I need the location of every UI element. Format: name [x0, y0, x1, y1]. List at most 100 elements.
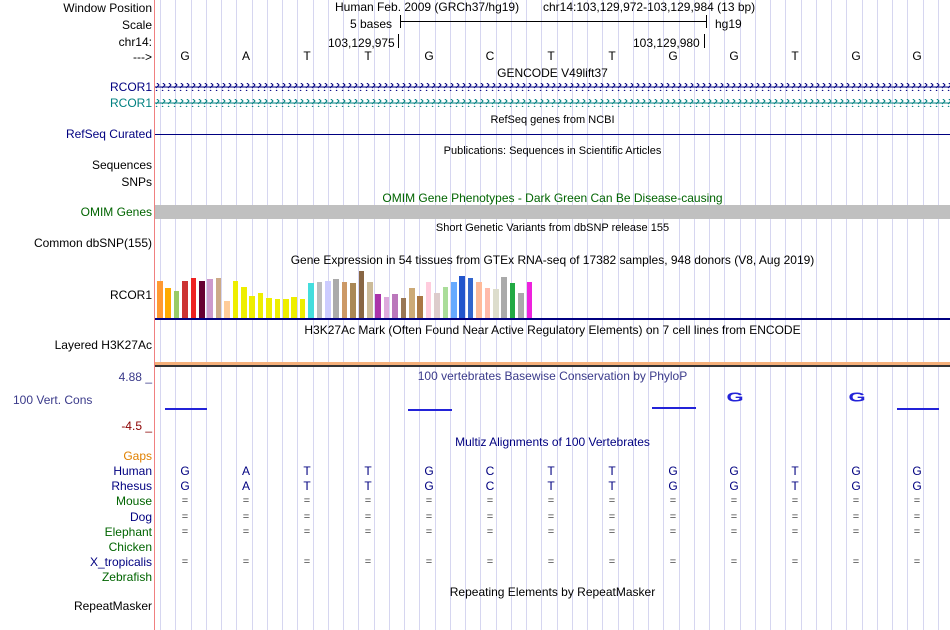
gtex-tissue-bar[interactable]	[266, 298, 272, 318]
gtex-tissue-bar[interactable]	[207, 279, 213, 318]
omim-feature-bar[interactable]	[155, 205, 950, 219]
gtex-tissue-bar[interactable]	[215, 278, 222, 318]
gtex-tissue-bar[interactable]	[299, 299, 306, 318]
gtex-tissue-bar[interactable]	[493, 289, 499, 318]
gtex-tissue-bar[interactable]	[224, 300, 230, 318]
gtex-tissue-bar[interactable]	[165, 288, 171, 318]
multiz-base: T	[364, 464, 372, 478]
gtex-tissue-bar[interactable]	[417, 295, 423, 318]
phylop-signal[interactable]	[155, 395, 950, 415]
multiz-base: =	[730, 510, 738, 523]
omim-label[interactable]: OMIM Genes	[80, 205, 152, 219]
grid-line	[907, 0, 909, 630]
gtex-tissue-bar[interactable]	[501, 277, 507, 318]
multiz-base: =	[303, 510, 311, 523]
multiz-species-label[interactable]: X_tropicalis	[89, 555, 152, 570]
gtex-expression-chart[interactable]	[155, 268, 535, 318]
h3k-label[interactable]: Layered H3K27Ac	[54, 338, 152, 352]
scale-label: Scale	[121, 18, 152, 32]
refseq-label[interactable]: RefSeq Curated	[65, 127, 152, 141]
gtex-tissue-bar[interactable]	[283, 299, 289, 318]
gtex-tissue-bar[interactable]	[451, 282, 457, 318]
gtex-tissue-bar[interactable]	[509, 283, 516, 318]
gtex-tissue-bar[interactable]	[526, 282, 533, 318]
multiz-species-label[interactable]: Elephant	[104, 524, 152, 539]
multiz-species-label[interactable]: Dog	[129, 509, 152, 524]
h3k-track-title: H3K27Ac Mark (Often Found Near Active Re…	[304, 323, 801, 337]
refseq-gene-line[interactable]	[155, 134, 950, 135]
gtex-tissue-bar[interactable]	[190, 278, 197, 318]
multiz-base: =	[730, 525, 738, 538]
multiz-base: G	[729, 464, 739, 478]
multiz-species-label[interactable]: Mouse	[115, 494, 152, 509]
gtex-tissue-bar[interactable]	[316, 282, 323, 318]
pubs-track-title: Publications: Sequences in Scientific Ar…	[443, 145, 662, 157]
gtex-tissue-bar[interactable]	[442, 287, 449, 318]
gtex-tissue-bar[interactable]	[350, 283, 356, 318]
gtex-tissue-bar[interactable]	[358, 270, 365, 318]
gtex-tissue-bar[interactable]	[274, 299, 281, 318]
dbsnp-label[interactable]: Common dbSNP(155)	[33, 236, 152, 250]
multiz-base: =	[425, 495, 433, 508]
multiz-species-label[interactable]: Zebrafish	[101, 570, 152, 585]
multiz-species-label[interactable]: Human	[113, 464, 152, 478]
gaps-label[interactable]: Gaps	[123, 449, 152, 463]
gtex-tissue-bar[interactable]	[375, 294, 381, 318]
gtex-tissue-bar[interactable]	[476, 282, 482, 318]
gtex-tissue-bar[interactable]	[367, 282, 373, 318]
pubs-label[interactable]: Sequences	[91, 158, 152, 172]
multiz-base: =	[425, 510, 433, 523]
gtex-tissue-bar[interactable]	[333, 279, 339, 318]
grid-line	[709, 0, 710, 630]
grid-line	[785, 0, 787, 630]
gencode-gene-bars[interactable]	[155, 81, 950, 107]
gtex-tissue-bar[interactable]	[157, 280, 163, 318]
gtex-tissue-bar[interactable]	[392, 294, 398, 318]
gtex-tissue-bar[interactable]	[241, 287, 247, 318]
gtex-tissue-bar[interactable]	[325, 280, 331, 318]
gtex-tissue-bar[interactable]	[308, 283, 314, 318]
gtex-tissue-bar[interactable]	[249, 295, 255, 318]
gtex-tissue-bar[interactable]	[484, 288, 491, 318]
gencode-gene-label-2[interactable]: RCOR1	[109, 96, 152, 110]
multiz-base: G	[424, 479, 434, 494]
snps-label[interactable]: SNPs	[121, 175, 152, 189]
gtex-tissue-bar[interactable]	[383, 297, 390, 318]
h3k-signal[interactable]	[155, 362, 950, 365]
multiz-species-label[interactable]: Rhesus	[111, 479, 152, 494]
multiz-base: =	[425, 525, 433, 538]
gtex-track-title: Gene Expression in 54 tissues from GTEx …	[290, 253, 815, 267]
multiz-base: =	[547, 510, 555, 523]
multiz-species-label[interactable]: Chicken	[108, 540, 152, 554]
multiz-base: =	[181, 525, 189, 538]
phylop-label[interactable]: 100 Vert. Cons	[13, 393, 93, 407]
gtex-tissue-bar[interactable]	[409, 288, 415, 318]
coord-left: 103,129,975	[328, 36, 395, 50]
gencode-gene-label-1[interactable]: RCOR1	[109, 80, 152, 94]
multiz-base: =	[791, 556, 799, 569]
gtex-tissue-bar[interactable]	[425, 282, 432, 318]
ruler-base: C	[485, 49, 495, 63]
multiz-base: G	[668, 464, 678, 478]
gtex-tissue-bar[interactable]	[518, 293, 524, 318]
gtex-tissue-bar[interactable]	[182, 280, 188, 318]
gtex-tissue-bar[interactable]	[173, 290, 180, 318]
rmsk-label[interactable]: RepeatMasker	[73, 599, 152, 613]
gtex-tissue-bar[interactable]	[291, 297, 297, 318]
gtex-tissue-bar[interactable]	[400, 298, 407, 318]
multiz-base: =	[242, 510, 250, 523]
gtex-tissue-bar[interactable]	[199, 280, 205, 318]
ruler-base: G	[851, 49, 861, 63]
omim-track-title: OMIM Gene Phenotypes - Dark Green Can Be…	[382, 191, 723, 205]
multiz-base: =	[242, 495, 250, 508]
gtex-tissue-bar[interactable]	[341, 282, 348, 318]
gtex-tissue-bar[interactable]	[257, 293, 264, 318]
gtex-tissue-bar[interactable]	[459, 275, 465, 318]
rmsk-track-title: Repeating Elements by RepeatMasker	[449, 585, 656, 599]
multiz-base: =	[181, 556, 189, 569]
gtex-label[interactable]: RCOR1	[109, 288, 152, 302]
gtex-tissue-bar[interactable]	[467, 278, 474, 318]
gtex-tissue-bar[interactable]	[232, 280, 239, 318]
gtex-tissue-bar[interactable]	[434, 293, 440, 318]
